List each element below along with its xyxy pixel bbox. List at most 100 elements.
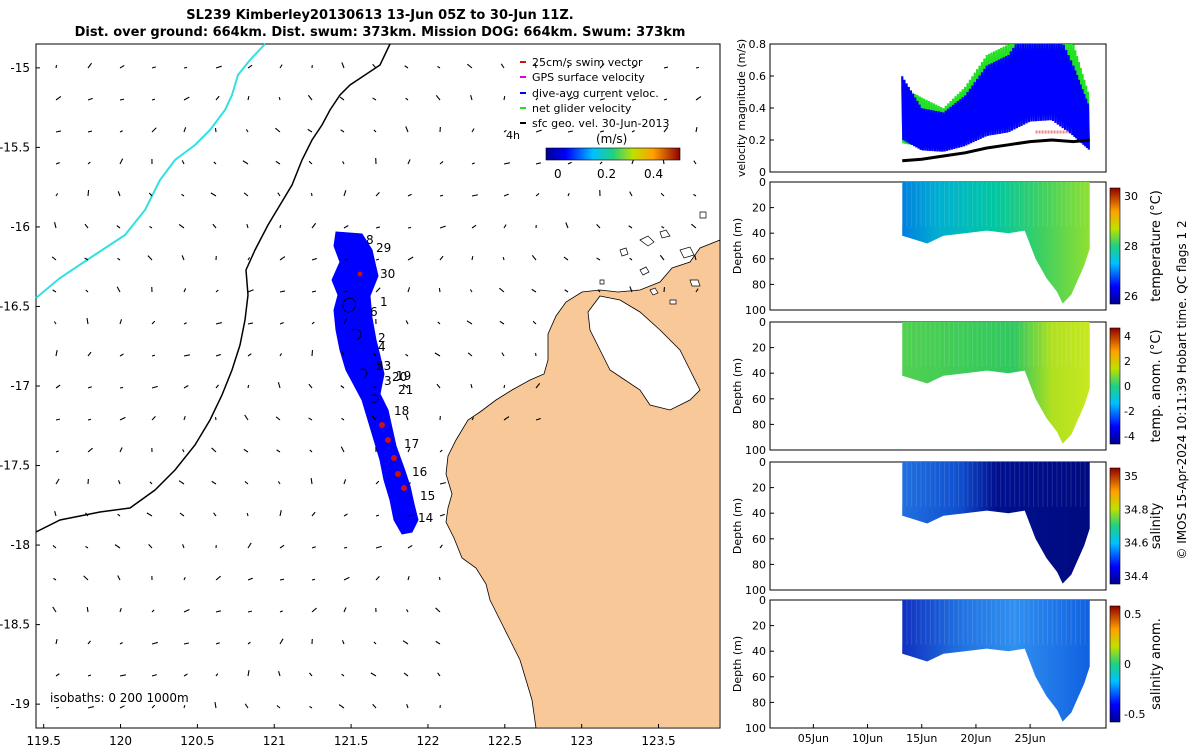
current-vector bbox=[183, 96, 190, 101]
current-vector bbox=[373, 385, 377, 389]
current-vector bbox=[567, 64, 570, 69]
current-vector bbox=[307, 94, 313, 101]
current-vector bbox=[55, 418, 61, 421]
colorbar-tick-label: -0.5 bbox=[1124, 708, 1145, 721]
current-vector bbox=[439, 482, 446, 485]
current-vector bbox=[87, 62, 93, 69]
current-vector bbox=[247, 577, 253, 581]
legend-item-net-glider: net glider velocity bbox=[532, 102, 632, 115]
current-vector bbox=[84, 257, 89, 261]
track-day-label: 8 bbox=[366, 233, 374, 247]
lat-tick-label: -17.5 bbox=[0, 459, 30, 473]
colorbar-tick-label: 28 bbox=[1124, 240, 1138, 253]
current-vector bbox=[372, 97, 377, 101]
depth-ylabel: Depth (m) bbox=[731, 358, 744, 414]
current-vector bbox=[661, 225, 665, 229]
current-vector bbox=[279, 224, 282, 229]
current-vector bbox=[375, 226, 380, 229]
current-vector bbox=[119, 98, 125, 101]
current-vector bbox=[54, 511, 57, 517]
current-vector bbox=[279, 510, 282, 517]
current-vector bbox=[341, 640, 345, 645]
current-vector bbox=[87, 161, 91, 165]
current-vector bbox=[691, 223, 697, 229]
current-vector bbox=[471, 417, 475, 421]
depth-panel-salinity: 0 20 40 60 80 100 Depth (m) 35 34.8 34.6 34.4 salin… bbox=[731, 456, 1164, 597]
current-vector bbox=[183, 288, 187, 293]
current-vector bbox=[151, 127, 157, 133]
current-vector bbox=[311, 546, 316, 549]
current-vector bbox=[85, 512, 89, 517]
depth-tick-label: 40 bbox=[752, 507, 766, 520]
current-vector bbox=[278, 671, 281, 677]
current-vector bbox=[402, 383, 409, 389]
latitude-tick-labels: -15 -15.5 -16 -16.5 -17 -17.5 -18 -18.5 -19 bbox=[0, 61, 40, 711]
depth-tick-label: 0 bbox=[759, 594, 766, 607]
current-vector bbox=[407, 226, 412, 229]
current-vector bbox=[503, 193, 509, 197]
colorbar-tick-2: 0.4 bbox=[644, 167, 663, 181]
current-vector bbox=[311, 257, 317, 261]
current-vector bbox=[631, 98, 637, 101]
depth-tick-label: 20 bbox=[752, 342, 766, 355]
current-vector bbox=[694, 255, 697, 261]
current-vector bbox=[343, 318, 348, 325]
current-vector bbox=[278, 96, 281, 101]
current-vector bbox=[87, 189, 90, 197]
current-vector bbox=[213, 512, 217, 517]
depth-ylabel: Depth (m) bbox=[731, 218, 744, 274]
current-vector bbox=[178, 224, 185, 229]
current-vector bbox=[279, 256, 286, 261]
velocity-series bbox=[901, 43, 1090, 163]
date-tick-label: 15Jun bbox=[906, 732, 937, 745]
current-vector bbox=[119, 447, 123, 453]
current-vector bbox=[55, 350, 58, 357]
current-vector bbox=[279, 64, 283, 69]
current-vector bbox=[55, 673, 60, 677]
current-vector bbox=[117, 575, 121, 581]
current-vector bbox=[439, 160, 444, 165]
current-vector bbox=[182, 449, 185, 453]
current-vector bbox=[407, 514, 414, 517]
current-vector bbox=[663, 66, 669, 69]
track-day-label: 20 bbox=[392, 370, 407, 384]
current-vector bbox=[372, 352, 377, 357]
current-vector bbox=[439, 513, 445, 517]
current-vector bbox=[279, 322, 284, 325]
current-vector bbox=[279, 610, 283, 613]
section-colorbar bbox=[1109, 327, 1121, 445]
current-vector bbox=[375, 514, 380, 517]
track-day-label: 23 bbox=[376, 359, 391, 373]
current-vector bbox=[503, 224, 507, 229]
islands bbox=[599, 211, 707, 305]
current-vector bbox=[87, 386, 92, 389]
current-vector bbox=[343, 546, 348, 549]
current-vector bbox=[116, 225, 121, 229]
velocity-ytick-label: 0 bbox=[759, 166, 766, 179]
depth-tick-label: 20 bbox=[752, 202, 766, 215]
current-vector bbox=[117, 191, 121, 197]
current-vector bbox=[87, 130, 93, 133]
current-vector bbox=[87, 674, 92, 677]
current-vector bbox=[342, 161, 345, 165]
current-vector bbox=[535, 162, 541, 165]
velocity-ytick-label: 0.2 bbox=[749, 134, 767, 147]
current-vector bbox=[339, 96, 345, 101]
current-vector bbox=[405, 320, 409, 325]
current-vector bbox=[434, 352, 441, 357]
current-vector bbox=[119, 608, 122, 613]
current-vector bbox=[375, 480, 380, 485]
current-vector bbox=[535, 129, 542, 133]
current-vector bbox=[599, 63, 605, 69]
current-vector bbox=[469, 289, 473, 293]
depth-tick-label: 0 bbox=[759, 176, 766, 189]
current-vector bbox=[435, 607, 441, 613]
current-vector bbox=[210, 192, 217, 197]
current-vector bbox=[55, 638, 58, 645]
current-vector bbox=[55, 96, 62, 101]
current-vector bbox=[247, 384, 250, 389]
current-vector bbox=[183, 322, 187, 325]
colorbar-tick-label: 4 bbox=[1124, 330, 1131, 343]
current-vector bbox=[407, 193, 412, 197]
current-vector bbox=[531, 254, 537, 261]
